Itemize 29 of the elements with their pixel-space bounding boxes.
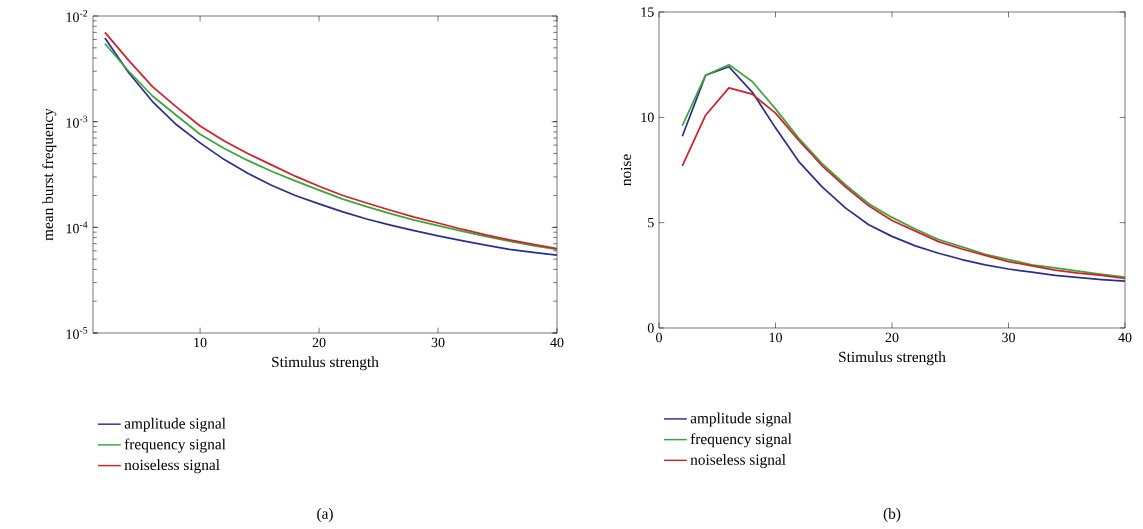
legend-label: amplitude signal: [124, 417, 226, 432]
y-axis-title: noise: [620, 154, 632, 186]
y-tick-label: 0: [647, 323, 654, 333]
x-tick-label: 10: [769, 332, 782, 343]
x-tick-label: 40: [1118, 332, 1132, 343]
y-tick-label: 10$^{-4}$: [66, 221, 88, 234]
legend-label: frequency signal: [690, 433, 792, 448]
y-tick-label: 10$^{-5}$: [66, 327, 88, 339]
x-tick-label: 30: [431, 337, 445, 348]
x-axis-title: Stimulus strength: [272, 356, 379, 371]
legend-label: amplitude signal: [690, 412, 792, 427]
text: (a): [317, 508, 333, 522]
x-tick-label: 20: [885, 332, 899, 343]
legend-label: noiseless signal: [690, 454, 786, 468]
text: (b): [883, 508, 901, 523]
legend-label: frequency signal: [124, 438, 226, 453]
x-tick-label: 30: [1002, 332, 1015, 343]
x-tick-label: 0: [656, 332, 662, 343]
x-tick-label: 20: [312, 337, 326, 348]
y-tick-label: 10: [641, 112, 654, 123]
y-tick-label: 10$^{-2}$: [66, 10, 88, 22]
y-axis-title: mean burst frequency: [42, 108, 57, 241]
x-tick-label: 40: [550, 337, 564, 348]
x-axis-title: Stimulus strength: [839, 351, 946, 366]
x-tick-label: 10: [194, 337, 207, 348]
legend-label: noiseless signal: [124, 459, 220, 474]
y-tick-label: 15: [641, 7, 654, 17]
y-tick-label: 10$^{-3}$: [66, 115, 88, 128]
y-tick-label: 5: [648, 218, 654, 228]
